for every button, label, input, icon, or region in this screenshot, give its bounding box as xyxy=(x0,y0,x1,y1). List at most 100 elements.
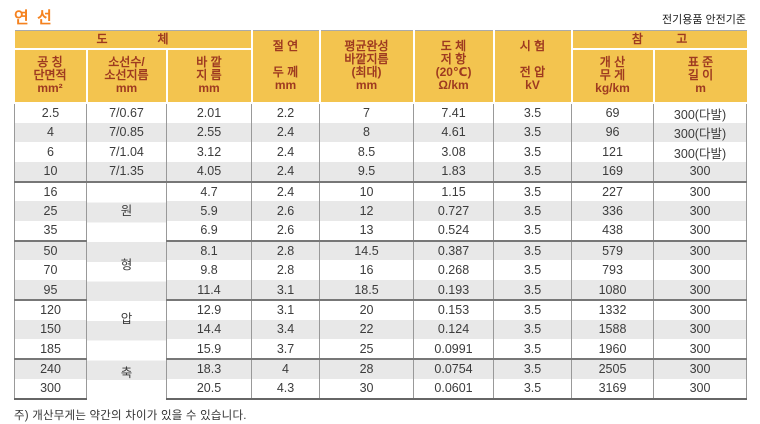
table-cell: 300 xyxy=(653,221,748,241)
table-cell: 0.0991 xyxy=(413,339,495,360)
table-cell: 793 xyxy=(571,260,655,281)
table-cell: 28 xyxy=(319,358,415,379)
table-cell: 6.9 xyxy=(165,221,253,241)
table-cell: 4 xyxy=(14,122,87,143)
table-cell: 7/1.04 xyxy=(86,142,167,162)
table-cell: 2.6 xyxy=(251,201,321,221)
table-cell: 0.124 xyxy=(413,319,495,340)
table-cell: 7/0.67 xyxy=(86,101,167,123)
table-cell: 2.55 xyxy=(165,122,253,143)
table-cell: 3.08 xyxy=(413,142,495,162)
table-cell: 18.5 xyxy=(319,280,415,300)
table-cell: 438 xyxy=(571,221,655,241)
table-cell: 300 xyxy=(653,298,748,320)
table-cell: 10 xyxy=(319,180,415,202)
table-cell: 3.5 xyxy=(493,122,573,143)
table-cell: 22 xyxy=(319,319,415,340)
table-cell: 3.5 xyxy=(493,201,573,221)
header-conductor-resistance: 도 체 저 항 (20℃) Ω/km xyxy=(412,30,495,104)
header-group-row: 도 체 절 연 두 께 mm 평균완성 바깥지름 (최대) mm 도 체 저 항… xyxy=(14,30,747,104)
wire-spec-table: 도 체 절 연 두 께 mm 평균완성 바깥지름 (최대) mm 도 체 저 항… xyxy=(14,30,748,400)
table-cell: 3.12 xyxy=(165,142,253,162)
table-cell: 3.5 xyxy=(493,161,573,182)
header-group-reference: 참 고 xyxy=(570,30,747,50)
table-cell: 579 xyxy=(571,239,655,261)
page-title: 연 선 xyxy=(14,10,54,27)
table-cell: 69 xyxy=(571,101,655,123)
table-cell: 3.5 xyxy=(493,221,573,241)
table-cell: 3.5 xyxy=(493,180,573,202)
table-row: 240 18.3 4 28 0.0754 3.5 2505 300 xyxy=(14,358,748,379)
table-row: 10 7/1.35 4.05 2.4 9.5 1.83 3.5 169 300 xyxy=(14,161,748,182)
table-cell: 14.5 xyxy=(319,239,415,261)
table-cell: 35 xyxy=(14,221,87,241)
table-cell: 3.5 xyxy=(493,260,573,281)
header-test-voltage: 시 험 전 압 kV xyxy=(492,30,573,104)
table-cell: 96 xyxy=(571,122,655,143)
table-cell: 2.4 xyxy=(251,161,321,182)
construction-type-char: 압 xyxy=(120,312,133,327)
table-cell: 1588 xyxy=(571,319,655,340)
table-cell: 20 xyxy=(319,298,415,320)
table-cell: 18.3 xyxy=(165,358,253,379)
table-cell: 9.8 xyxy=(165,260,253,281)
table-cell: 300 xyxy=(653,358,748,379)
table-row: 25 5.9 2.6 12 0.727 3.5 336 300 xyxy=(14,201,748,221)
table-cell: 300(다발) xyxy=(653,142,748,162)
table-cell: 4.61 xyxy=(413,122,495,143)
table-cell: 300 xyxy=(653,378,748,400)
table-cell: 13 xyxy=(319,221,415,241)
table-cell: 16 xyxy=(319,260,415,281)
construction-type-char: 형 xyxy=(120,258,133,273)
table-cell: 2.6 xyxy=(251,221,321,241)
table-cell: 240 xyxy=(14,358,87,379)
table-cell: 3.5 xyxy=(493,378,573,400)
table-row: 185 15.9 3.7 25 0.0991 3.5 1960 300 xyxy=(14,339,748,360)
table-cell: 3169 xyxy=(571,378,655,400)
table-cell: 3.5 xyxy=(493,319,573,340)
table-cell: 7/1.35 xyxy=(86,161,167,182)
table-cell: 2.4 xyxy=(251,180,321,202)
table-cell: 300(다발) xyxy=(653,122,748,143)
table-row: 95 11.4 3.1 18.5 0.193 3.5 1080 300 xyxy=(14,280,748,300)
table-cell: 3.5 xyxy=(493,239,573,261)
table-cell: 300 xyxy=(653,201,748,221)
topbar: 연 선 전기용품 안전기준 xyxy=(14,4,746,28)
table-cell: 150 xyxy=(14,319,87,340)
table-cell: 3.5 xyxy=(493,298,573,320)
footnote: 주) 개산무게는 약간의 차이가 있을 수 있습니다. xyxy=(14,409,247,422)
table-body: 2.5 7/0.67 2.01 2.2 7 7.41 3.5 69 300(다발) 4 7/0.85… xyxy=(14,101,748,400)
table-cell: 1332 xyxy=(571,298,655,320)
table-cell: 2.8 xyxy=(251,239,321,261)
table-cell: 300 xyxy=(653,280,748,300)
table-cell: 300 xyxy=(653,339,748,360)
table-cell: 3.5 xyxy=(493,358,573,379)
header-insulation-thickness: 절 연 두 께 mm xyxy=(250,30,321,104)
table-row: 300 20.5 4.3 30 0.0601 3.5 3169 300 xyxy=(14,378,748,400)
table-cell: 12 xyxy=(319,201,415,221)
table-cell: 121 xyxy=(571,142,655,162)
table-cell: 4.05 xyxy=(165,161,253,182)
table-row: 150 14.4 3.4 22 0.124 3.5 1588 300 xyxy=(14,319,748,340)
table-cell: 0.727 xyxy=(413,201,495,221)
table-cell: 2505 xyxy=(571,358,655,379)
header-finished-diameter: 평균완성 바깥지름 (최대) mm xyxy=(318,30,415,104)
table-cell: 20.5 xyxy=(165,378,253,400)
table-cell: 300 xyxy=(653,319,748,340)
table-row: 16 원 형 압 축 4.7 2.4 10 1.15 3.5 227 300 xyxy=(14,180,748,399)
table-row: 50 8.1 2.8 14.5 0.387 3.5 579 300 xyxy=(14,239,748,261)
table-cell: 25 xyxy=(14,201,87,221)
table-cell: 3.4 xyxy=(251,319,321,340)
table-cell: 2.4 xyxy=(251,142,321,162)
table-cell: 7 xyxy=(319,101,415,123)
table-cell: 185 xyxy=(14,339,87,360)
table-cell: 30 xyxy=(319,378,415,400)
header-outer-diameter: 바 깥 지 름 mm xyxy=(165,47,253,104)
table-cell: 300 xyxy=(653,161,748,182)
table-cell: 3.5 xyxy=(493,339,573,360)
table-cell: 0.193 xyxy=(413,280,495,300)
table-cell: 0.387 xyxy=(413,239,495,261)
table-cell: 15.9 xyxy=(165,339,253,360)
